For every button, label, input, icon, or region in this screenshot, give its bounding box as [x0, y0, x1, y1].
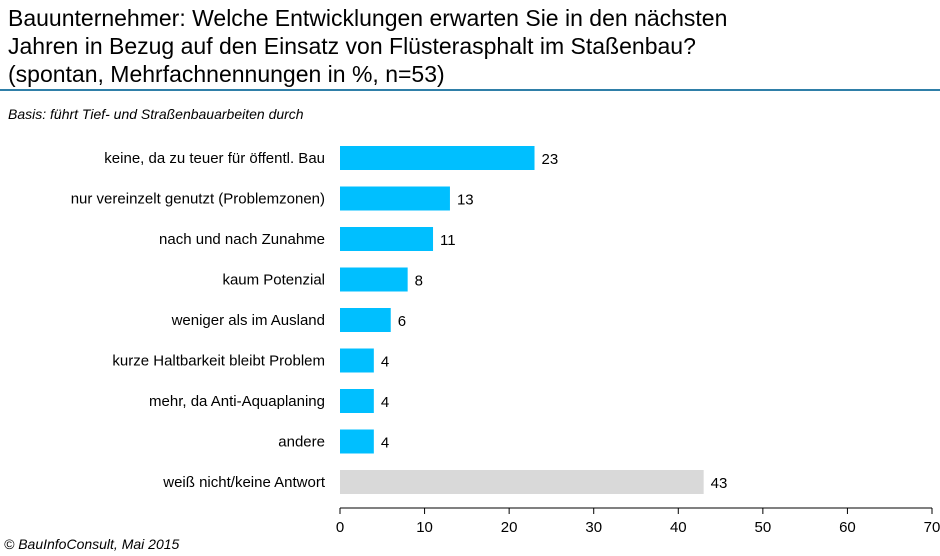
value-label-9: 43: [711, 475, 728, 492]
x-tick-label-40: 40: [670, 519, 687, 536]
value-label-4: 8: [415, 273, 423, 290]
bar-9: [340, 470, 704, 494]
bar-8: [340, 429, 374, 454]
x-tick-label-0: 0: [336, 519, 344, 536]
x-tick-label-30: 30: [585, 519, 602, 536]
value-label-7: 4: [381, 394, 389, 411]
value-label-3: 11: [440, 232, 456, 249]
category-label-3: nach und nach Zunahme: [159, 231, 325, 248]
value-label-5: 6: [398, 313, 406, 330]
x-tick-label-50: 50: [755, 519, 772, 536]
x-tick-label-70: 70: [924, 519, 940, 536]
x-tick-label-20: 20: [501, 519, 518, 536]
title-divider: [0, 89, 940, 91]
bar-4: [340, 267, 408, 292]
x-axis: 0 10 20 30 40 50 60 70: [336, 507, 940, 536]
bar-3: [340, 227, 434, 251]
bar-6: [340, 348, 374, 373]
footer-copyright: © BauInfoConsult, Mai 2015: [4, 536, 180, 552]
category-label-9: weiß nicht/keine Antwort: [162, 474, 326, 491]
bar-7: [340, 389, 374, 413]
title-line-1: Bauunternehmer: Welche Entwicklungen erw…: [8, 5, 728, 31]
basis-note: Basis: führt Tief- und Straßenbauarbeite…: [8, 106, 304, 122]
category-label-7: mehr, da Anti-Aquaplaning: [149, 393, 325, 410]
x-tick-label-10: 10: [416, 519, 433, 536]
value-label-2: 13: [457, 192, 474, 209]
category-label-4: kaum Potenzial: [222, 272, 325, 289]
category-label-5: weniger als im Ausland: [171, 312, 325, 329]
value-label-1: 23: [542, 151, 559, 168]
value-label-8: 4: [381, 435, 389, 452]
title-line-2: Jahren in Bezug auf den Einsatz von Flüs…: [8, 33, 696, 59]
bar-group: keine, da zu teuer für öffentl. Bau 23 nur…: [71, 146, 728, 494]
category-label-2: nur vereinzelt genutzt (Problemzonen): [71, 191, 325, 208]
x-tick-label-60: 60: [839, 519, 856, 536]
bar-5: [340, 308, 391, 332]
category-label-8: andere: [278, 434, 325, 451]
chart-title: Bauunternehmer: Welche Entwicklungen erw…: [8, 4, 928, 88]
title-line-3: (spontan, Mehrfachnennungen in %, n=53): [8, 61, 445, 87]
category-label-1: keine, da zu teuer für öffentl. Bau: [104, 150, 325, 167]
value-label-6: 4: [381, 354, 389, 371]
bar-1: [340, 146, 535, 170]
bar-2: [340, 186, 450, 211]
category-label-6: kurze Haltbarkeit bleibt Problem: [112, 353, 325, 370]
